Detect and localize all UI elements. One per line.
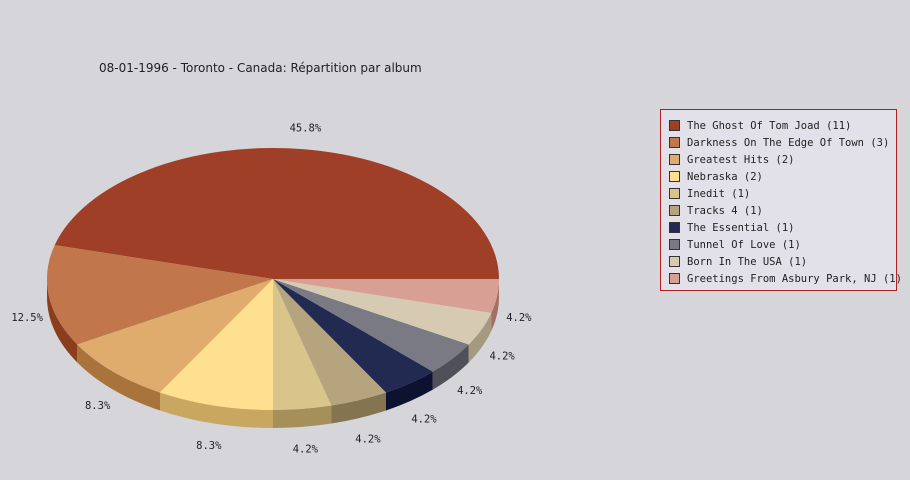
pie-labels: 45.8% 12.5% 8.3% 8.3% 4.2% 4.2% 4.2% 4.2% 4.2% 4.…: [11, 122, 532, 455]
legend-label: Greatest Hits (2): [687, 153, 795, 166]
pie-slice-side: [468, 312, 492, 363]
pie-slice-label: 8.3%: [196, 440, 222, 452]
legend-item: Born In The USA (1): [669, 253, 896, 270]
legend-item: Tracks 4 (1): [669, 202, 896, 219]
legend-swatch: [669, 188, 680, 199]
pie-slice-side: [432, 344, 469, 390]
legend-item: The Ghost Of Tom Joad (11): [669, 117, 896, 134]
pie-slice-label: 4.2%: [355, 433, 381, 445]
legend-label: Nebraska (2): [687, 170, 763, 183]
legend: The Ghost Of Tom Joad (11) Darkness On Th…: [660, 109, 902, 291]
legend-item: Darkness On The Edge Of Town (3): [669, 134, 896, 151]
pie-sides: [47, 279, 499, 428]
pie-slice: [273, 279, 433, 393]
pie-slice: [54, 147, 499, 279]
pie-slice-side: [160, 392, 273, 428]
legend-label: Greetings From Asbury Park, NJ (1): [687, 272, 902, 285]
pie-slice: [273, 279, 492, 345]
pie-slice: [47, 245, 273, 345]
pie-slice: [77, 279, 273, 393]
pie-slice-side: [77, 344, 160, 411]
legend-swatch: [669, 273, 680, 284]
legend-item: Nebraska (2): [669, 168, 896, 185]
legend-swatch: [669, 137, 680, 148]
legend-item: Greetings From Asbury Park, NJ (1): [669, 270, 902, 287]
legend-swatch: [669, 205, 680, 216]
legend-swatch: [669, 256, 680, 267]
chart-title: 08-01-1996 - Toronto - Canada: Répartiti…: [99, 61, 422, 75]
pie-slice-label: 4.2%: [457, 385, 483, 397]
pie-slice-label: 8.3%: [85, 400, 111, 412]
pie-slice-label: 4.2%: [293, 444, 319, 456]
legend-label: The Ghost Of Tom Joad (11): [687, 119, 852, 132]
legend-item: The Essential (1): [669, 219, 896, 236]
legend-swatch: [669, 171, 680, 182]
pie-slice-label: 4.2%: [411, 413, 437, 425]
pie-slice-label: 4.2%: [506, 312, 532, 324]
legend-swatch: [669, 222, 680, 233]
legend-label: Tracks 4 (1): [687, 204, 763, 217]
pie-slice-side: [491, 279, 499, 331]
pie-slice-label: 4.2%: [489, 351, 515, 363]
pie-slice: [273, 279, 332, 410]
legend-item: Inedit (1): [669, 185, 896, 202]
legend-item: Tunnel Of Love (1): [669, 236, 896, 253]
pie-slice-side: [331, 392, 386, 424]
legend-label: Darkness On The Edge Of Town (3): [687, 136, 890, 149]
pie-slice: [273, 279, 469, 372]
legend-label: The Essential (1): [687, 221, 795, 234]
legend-label: Born In The USA (1): [687, 255, 808, 268]
legend-swatch: [669, 239, 680, 250]
pie-slices: [47, 147, 499, 410]
legend-swatch: [669, 154, 680, 165]
pie-slice-label: 12.5%: [11, 312, 43, 324]
legend-label: Inedit (1): [687, 187, 751, 200]
pie-slice-label: 45.8%: [290, 122, 322, 134]
pie-slice: [273, 279, 386, 406]
pie-slice-side: [386, 371, 433, 411]
legend-swatch: [669, 120, 680, 131]
legend-label: Tunnel Of Love (1): [687, 238, 801, 251]
pie-slice: [273, 279, 499, 313]
pie-slice-side: [47, 279, 78, 363]
pie-slice-side: [273, 405, 332, 428]
legend-item: Greatest Hits (2): [669, 151, 896, 168]
pie-slice: [160, 279, 273, 410]
